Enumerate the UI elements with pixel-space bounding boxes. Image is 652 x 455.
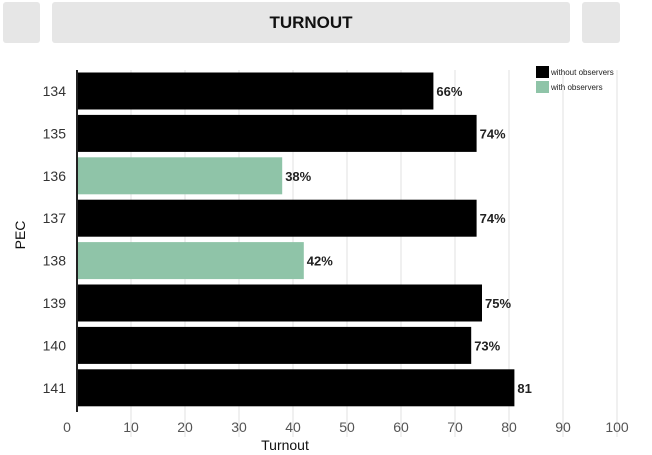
x-tick-label: 60	[393, 419, 409, 435]
bar	[77, 199, 477, 237]
bar	[77, 72, 434, 110]
legend: without observers with observers	[536, 66, 614, 93]
data-label: 73%	[474, 338, 500, 353]
settings-button[interactable]	[582, 2, 620, 43]
bar	[77, 284, 482, 322]
data-label: 81	[517, 381, 531, 396]
bar	[77, 326, 472, 364]
x-tick-label: 50	[339, 419, 355, 435]
y-tick-label: 136	[43, 168, 67, 184]
x-tick-label: 70	[447, 419, 463, 435]
y-tick-label: 137	[43, 210, 67, 226]
y-tick-label: 134	[43, 83, 67, 99]
legend-label: with observers	[550, 83, 603, 92]
x-tick-label: 90	[555, 419, 571, 435]
y-tick-label: 140	[43, 337, 67, 353]
x-tick-label: 40	[285, 419, 301, 435]
y-tick-label: 139	[43, 295, 67, 311]
x-tick-label: 10	[123, 419, 139, 435]
y-tick-label: 141	[43, 380, 67, 396]
legend-label: without observers	[550, 68, 614, 77]
y-tick-label: 135	[43, 125, 67, 141]
x-tick-label: 20	[177, 419, 193, 435]
y-tick-labels: 134 135 136 137 138 139 140 141	[43, 83, 67, 396]
data-label: 66%	[436, 84, 462, 99]
data-label: 74%	[480, 126, 506, 141]
data-labels: 66% 74% 38% 74% 42% 75% 73% 81	[285, 84, 532, 396]
data-label: 74%	[480, 211, 506, 226]
bars	[77, 72, 515, 407]
data-label: 75%	[485, 296, 511, 311]
y-axis-title: PEC	[12, 221, 28, 250]
chart-title: TURNOUT	[269, 12, 353, 32]
x-tick-label: 30	[231, 419, 247, 435]
x-tick-label: 100	[605, 419, 629, 435]
bar	[77, 369, 515, 407]
bar	[77, 114, 477, 152]
x-tick-labels: 0 10 20 30 40 50 60 70 80 90 100	[63, 419, 629, 435]
x-axis-title: Turnout	[261, 437, 309, 453]
data-label: 38%	[285, 169, 311, 184]
data-label: 42%	[307, 254, 333, 269]
legend-swatch	[536, 66, 549, 78]
bar	[77, 157, 283, 195]
y-tick-label: 138	[43, 253, 67, 269]
menu-button[interactable]	[3, 2, 40, 43]
x-tick-label: 80	[501, 419, 517, 435]
x-tick-label: 0	[63, 419, 71, 435]
title-bar: TURNOUT	[52, 2, 570, 43]
bar	[77, 242, 304, 280]
legend-swatch	[536, 81, 549, 93]
